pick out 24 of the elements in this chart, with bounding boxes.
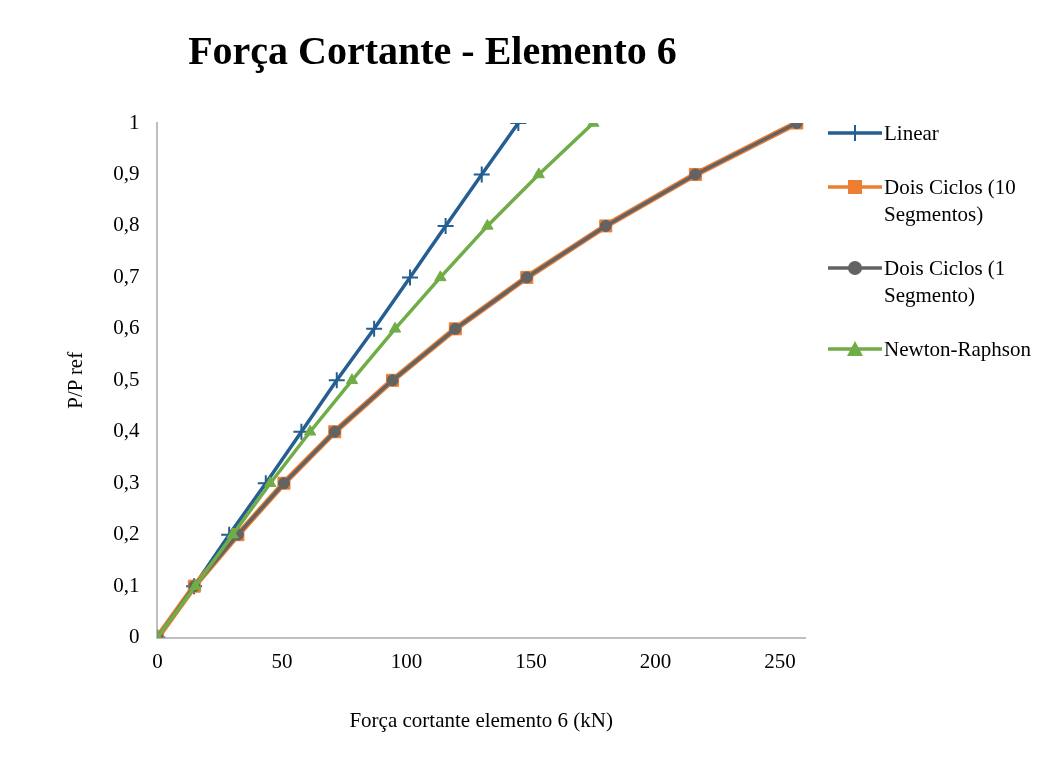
x-axis-title: Força cortante elemento 6 (kN): [349, 707, 614, 732]
y-tick-label: 0,3: [113, 469, 140, 494]
y-tick-label: 0,6: [113, 315, 140, 340]
legend-label: Newton-Raphson: [884, 336, 1031, 363]
legend-label: Dois Ciclos (10 Segmentos): [884, 174, 1017, 228]
y-tick-label: 0,5: [113, 366, 140, 391]
y-tick-label: 0,7: [113, 263, 140, 288]
y-tick-label: 0,4: [113, 418, 140, 443]
legend-label: Linear: [884, 120, 939, 147]
y-tick-label: 1: [128, 109, 140, 134]
y-axis-title: P/P ref: [63, 351, 88, 409]
x-tick-label: 100: [390, 648, 423, 673]
y-tick-label: 0: [128, 624, 140, 649]
y-tick-label: 0,2: [113, 521, 140, 546]
x-tick-label: 200: [639, 648, 672, 673]
y-tick-label: 0,9: [113, 160, 140, 185]
legend-label: Dois Ciclos (1 Segmento): [884, 255, 1007, 309]
x-tick-label: 50: [271, 648, 293, 673]
x-tick-label: 250: [764, 648, 796, 673]
x-tick-label: 150: [515, 648, 547, 673]
chart-title: Força Cortante - Elemento 6: [188, 28, 677, 74]
y-tick-label: 0,8: [113, 212, 140, 237]
y-tick-label: 0,1: [113, 572, 140, 597]
x-tick-label: 0: [152, 648, 163, 673]
